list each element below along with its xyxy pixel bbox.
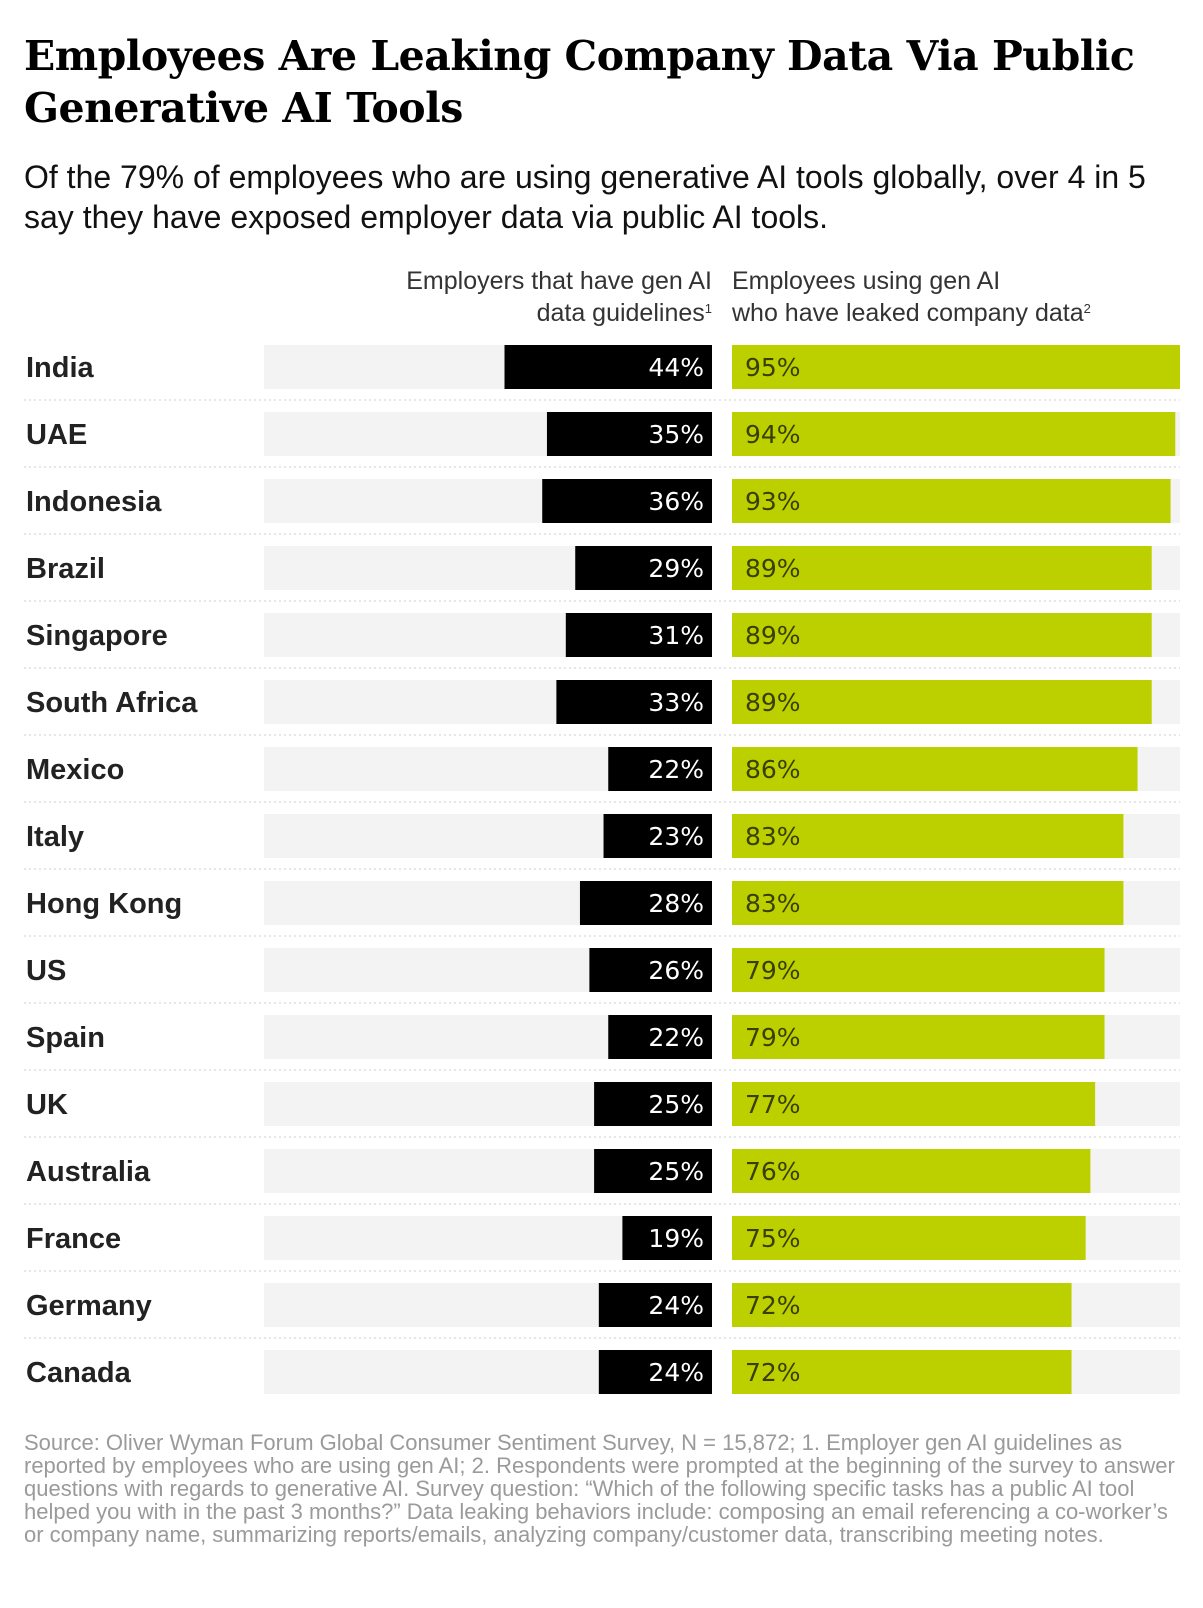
value-employers-india: 44% [648, 353, 704, 382]
chart-title: Employees Are Leaking Company Data Via P… [24, 32, 1135, 132]
chart-subtitle: Of the 79% of employees who are using ge… [24, 159, 1146, 235]
bar-employees-singapore [732, 613, 1152, 657]
value-employees-uk: 77% [745, 1090, 801, 1119]
value-employees-germany: 72% [745, 1291, 801, 1320]
value-employees-canada: 72% [745, 1358, 801, 1387]
legend-employees-line2: who have leaked company data [732, 299, 1084, 327]
value-employers-us: 26% [648, 956, 704, 985]
value-employers-uae: 35% [648, 420, 704, 449]
bar-employees-south-africa [732, 680, 1152, 724]
bar-employees-italy [732, 814, 1124, 858]
country-label-indonesia: Indonesia [26, 486, 162, 518]
value-employers-south-africa: 33% [648, 688, 704, 717]
value-employees-uae: 94% [745, 420, 801, 449]
country-label-spain: Spain [26, 1022, 105, 1054]
bar-employers-uk [594, 1082, 712, 1126]
bar-employees-brazil [732, 546, 1152, 590]
country-label-italy: Italy [26, 821, 84, 853]
bar-employees-uk [732, 1082, 1096, 1126]
legend-employers-line2: data guidelines [536, 299, 705, 327]
value-employees-south-africa: 89% [745, 688, 801, 717]
legend-employees-leaked: Employees using gen AI who have leaked c… [732, 265, 1192, 329]
bar-employers-italy [603, 814, 712, 858]
value-employers-france: 19% [648, 1224, 704, 1253]
value-employers-singapore: 31% [648, 621, 704, 650]
bar-employers-spain [608, 1015, 712, 1059]
value-employees-singapore: 89% [745, 621, 801, 650]
bar-employees-indonesia [732, 479, 1171, 523]
country-label-mexico: Mexico [26, 754, 124, 786]
value-employees-italy: 83% [745, 822, 801, 851]
country-label-india: India [26, 352, 95, 384]
value-employers-italy: 23% [648, 822, 704, 851]
bar-employers-brazil [575, 546, 712, 590]
bar-employers-indonesia [542, 479, 712, 523]
bar-employees-australia [732, 1149, 1091, 1193]
bar-employees-canada [732, 1350, 1072, 1394]
value-employers-hong-kong: 28% [648, 889, 704, 918]
footnote-marker-2: 2 [1083, 301, 1091, 316]
bar-employers-germany [598, 1283, 712, 1327]
value-employers-germany: 24% [648, 1291, 704, 1320]
bar-employers-uae [546, 412, 712, 456]
value-employers-mexico: 22% [648, 755, 704, 784]
country-label-uk: UK [26, 1089, 68, 1121]
bar-employers-hong-kong [579, 881, 712, 925]
bar-employers-south-africa [556, 680, 712, 724]
bar-employees-mexico [732, 747, 1138, 791]
bar-employers-mexico [608, 747, 712, 791]
value-employers-indonesia: 36% [648, 487, 704, 516]
value-employees-mexico: 86% [745, 755, 801, 784]
bar-employers-singapore [565, 613, 712, 657]
bar-employees-hong-kong [732, 881, 1124, 925]
footnote-marker-1: 1 [704, 301, 712, 316]
legend-employers-line1: Employers that have gen AI [406, 267, 712, 295]
value-employees-australia: 76% [745, 1157, 801, 1186]
value-employees-india: 95% [745, 353, 801, 382]
bar-employees-france [732, 1216, 1086, 1260]
country-label-uae: UAE [26, 419, 87, 451]
source-note: Source: Oliver Wyman Forum Global Consum… [24, 1430, 1175, 1547]
bar-employees-spain [732, 1015, 1105, 1059]
country-label-canada: Canada [26, 1357, 132, 1389]
value-employers-spain: 22% [648, 1023, 704, 1052]
country-label-germany: Germany [26, 1290, 152, 1322]
bar-employees-india [732, 345, 1180, 389]
country-label-south-africa: South Africa [26, 687, 198, 719]
bar-chart: India 44% 95% UAE 35% 94% Indonesia 36% 93% Brazi… [24, 345, 1180, 1394]
value-employees-france: 75% [745, 1224, 801, 1253]
bar-employees-uae [732, 412, 1176, 456]
country-label-france: France [26, 1223, 121, 1255]
country-label-singapore: Singapore [26, 620, 168, 652]
legend-employers-guidelines: Employers that have gen AI data guidelin… [332, 265, 712, 329]
value-employers-canada: 24% [648, 1358, 704, 1387]
country-label-hong-kong: Hong Kong [26, 888, 182, 920]
value-employees-us: 79% [745, 956, 801, 985]
value-employees-spain: 79% [745, 1023, 801, 1052]
legend-employees-line1: Employees using gen AI [732, 267, 1001, 295]
value-employees-indonesia: 93% [745, 487, 801, 516]
bar-employers-india [504, 345, 712, 389]
bar-employers-france [622, 1216, 712, 1260]
bar-employers-canada [598, 1350, 712, 1394]
value-employees-brazil: 89% [745, 554, 801, 583]
country-label-australia: Australia [26, 1156, 151, 1188]
value-employers-australia: 25% [648, 1157, 704, 1186]
value-employees-hong-kong: 83% [745, 889, 801, 918]
bar-employers-us [589, 948, 712, 992]
bar-employees-germany [732, 1283, 1072, 1327]
country-label-us: US [26, 955, 66, 987]
bar-employers-australia [594, 1149, 712, 1193]
country-label-brazil: Brazil [26, 553, 105, 585]
value-employers-uk: 25% [648, 1090, 704, 1119]
value-employers-brazil: 29% [648, 554, 704, 583]
bar-employees-us [732, 948, 1105, 992]
